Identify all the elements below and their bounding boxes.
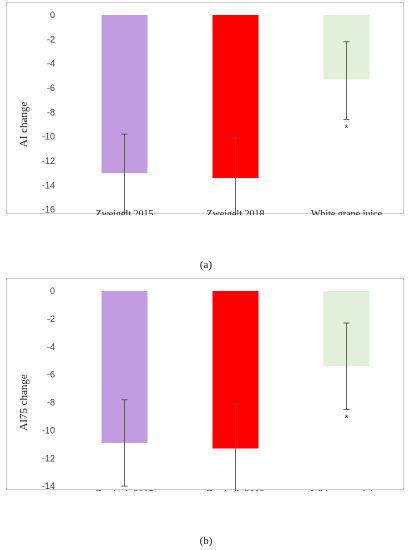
y-tick-label: -14 [42, 481, 55, 491]
y-tick-label: -4 [47, 59, 55, 69]
caption-b: (b) [199, 535, 213, 547]
category-label: Zweigelt 2015 [95, 209, 153, 215]
significance-marker: * [345, 124, 349, 135]
chart-a-svg: AI change0-2-4-6-8-10-12-14-16-18Zweigel… [18, 10, 383, 215]
category-label: White grape juice [311, 209, 383, 215]
y-tick-label: -8 [47, 398, 55, 408]
y-tick-label: 0 [50, 286, 55, 296]
y-axis-title: AI change [18, 102, 30, 148]
category-label: White grape juice [311, 489, 383, 491]
y-tick-label: -16 [42, 205, 55, 215]
category-label: Zweigelt 2015 [95, 489, 153, 491]
y-tick-label: -4 [47, 342, 55, 352]
y-tick-label: -8 [47, 107, 55, 117]
y-tick-label: -10 [42, 425, 55, 435]
y-tick-label: -10 [42, 132, 55, 142]
significance-marker: * [345, 413, 349, 424]
chart-b-svg: AI75 change0-2-4-6-8-10-12-14-16Zweigelt… [18, 286, 383, 491]
y-tick-label: -14 [42, 180, 55, 190]
y-tick-label: -2 [47, 314, 55, 324]
category-label: Zweigelt 2018 [206, 489, 264, 491]
y-axis-title: AI75 change [18, 374, 30, 431]
category-label: Zweigelt 2018 [206, 209, 264, 215]
y-tick-label: -12 [42, 156, 55, 166]
y-tick-label: 0 [50, 10, 55, 20]
chart-panel-b: AI75 change0-2-4-6-8-10-12-14-16Zweigelt… [6, 278, 404, 491]
chart-panel-a: AI change0-2-4-6-8-10-12-14-16-18Zweigel… [6, 2, 404, 215]
y-tick-label: -6 [47, 370, 55, 380]
y-tick-label: -12 [42, 453, 55, 463]
caption-a: (a) [199, 259, 213, 271]
y-tick-label: -6 [47, 83, 55, 93]
y-tick-label: -2 [47, 34, 55, 44]
